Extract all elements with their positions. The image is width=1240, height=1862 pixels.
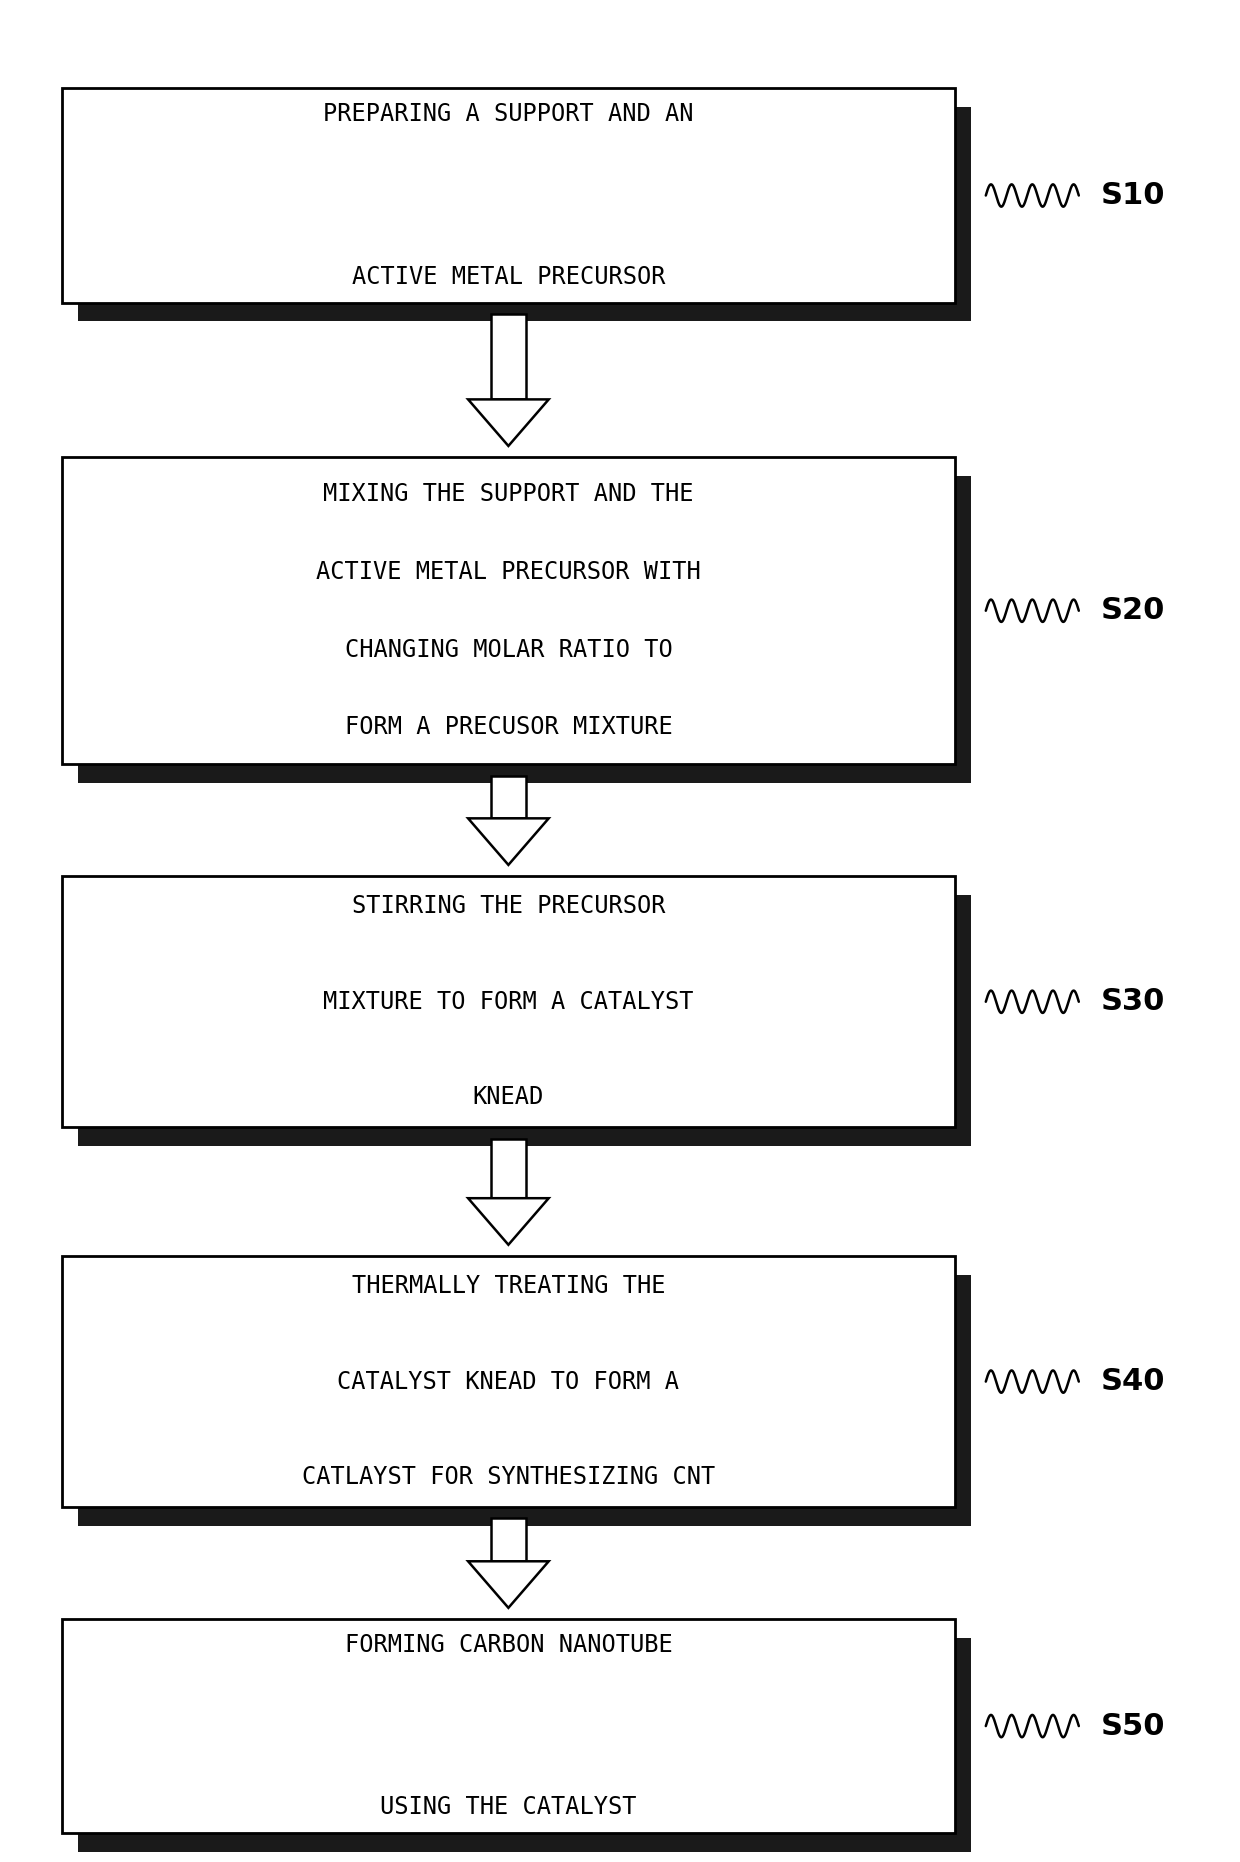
FancyBboxPatch shape [78, 1639, 971, 1851]
FancyBboxPatch shape [78, 108, 971, 320]
Polygon shape [469, 1560, 549, 1607]
FancyBboxPatch shape [62, 875, 955, 1127]
Text: S50: S50 [1101, 1711, 1166, 1741]
Text: THERMALLY TREATING THE: THERMALLY TREATING THE [352, 1274, 665, 1298]
Text: FORM A PRECUSOR MIXTURE: FORM A PRECUSOR MIXTURE [345, 715, 672, 739]
Text: S10: S10 [1101, 181, 1166, 210]
Polygon shape [491, 315, 526, 398]
Text: MIXTURE TO FORM A CATALYST: MIXTURE TO FORM A CATALYST [324, 991, 693, 1013]
Text: CATLAYST FOR SYNTHESIZING CNT: CATLAYST FOR SYNTHESIZING CNT [301, 1465, 715, 1490]
Text: ACTIVE METAL PRECURSOR: ACTIVE METAL PRECURSOR [352, 264, 665, 289]
FancyBboxPatch shape [78, 477, 971, 782]
Text: CHANGING MOLAR RATIO TO: CHANGING MOLAR RATIO TO [345, 637, 672, 661]
Polygon shape [491, 1138, 526, 1199]
Polygon shape [469, 1199, 549, 1244]
Text: ACTIVE METAL PRECURSOR WITH: ACTIVE METAL PRECURSOR WITH [316, 560, 701, 585]
Polygon shape [491, 775, 526, 817]
Text: CATALYST KNEAD TO FORM A: CATALYST KNEAD TO FORM A [337, 1370, 680, 1393]
Text: FORMING CARBON NANOTUBE: FORMING CARBON NANOTUBE [345, 1633, 672, 1657]
FancyBboxPatch shape [78, 894, 971, 1147]
FancyBboxPatch shape [62, 1255, 955, 1508]
Polygon shape [491, 1519, 526, 1560]
Text: S30: S30 [1101, 987, 1166, 1017]
Text: MIXING THE SUPPORT AND THE: MIXING THE SUPPORT AND THE [324, 482, 693, 506]
FancyBboxPatch shape [62, 456, 955, 763]
Polygon shape [469, 398, 549, 445]
Text: STIRRING THE PRECURSOR: STIRRING THE PRECURSOR [352, 894, 665, 918]
Text: S40: S40 [1101, 1367, 1166, 1396]
Polygon shape [469, 817, 549, 864]
FancyBboxPatch shape [62, 1618, 955, 1832]
Text: S20: S20 [1101, 596, 1166, 626]
FancyBboxPatch shape [62, 88, 955, 304]
Text: KNEAD: KNEAD [472, 1086, 544, 1110]
Text: PREPARING A SUPPORT AND AN: PREPARING A SUPPORT AND AN [324, 102, 693, 127]
FancyBboxPatch shape [78, 1274, 971, 1527]
Text: USING THE CATALYST: USING THE CATALYST [381, 1795, 636, 1819]
